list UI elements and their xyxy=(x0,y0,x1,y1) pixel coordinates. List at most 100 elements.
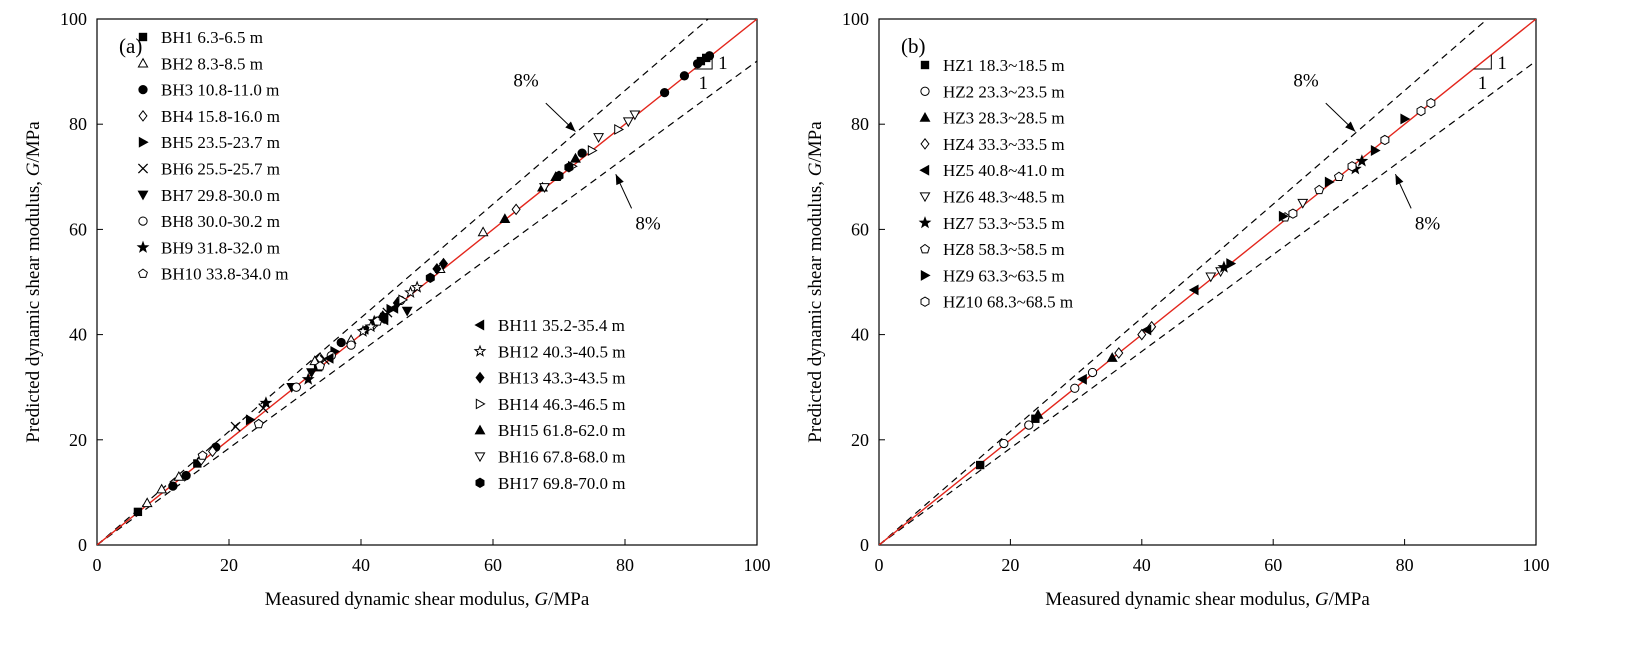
panel-a-point-bh17 xyxy=(425,272,435,283)
panel-a-legend-label-bh7: BH7 29.8-30.0 m xyxy=(161,186,280,205)
panel-a-point-bh8 xyxy=(291,382,301,392)
panel-b-slope-rise-label: 1 xyxy=(1497,53,1507,74)
panel-b-legend-marker-hz10 xyxy=(920,296,930,307)
panel-a-point-bh14 xyxy=(614,124,625,135)
panel-b-point-hz9 xyxy=(1226,258,1237,270)
panel-a-point-bh13 xyxy=(438,257,449,270)
panel-b-x-tick-label: 100 xyxy=(1523,555,1550,575)
panel-b-point-hz2 xyxy=(1070,383,1080,393)
panel-a-point-bh2 xyxy=(477,226,489,237)
panel-a-legend-marker-bh15 xyxy=(474,424,486,435)
panel-b-legend-label-hz9: HZ9 63.3~63.5 m xyxy=(943,266,1065,285)
panel-b-y-tick-label: 60 xyxy=(851,219,869,239)
panel-a-slope-rise-label: 1 xyxy=(718,53,728,74)
panel-a-point-bh3 xyxy=(336,337,346,348)
panel-b-legend-label-hz1: HZ1 18.3~18.5 m xyxy=(943,56,1065,75)
panel-b-lines xyxy=(879,19,1536,545)
panel-a-point-bh7 xyxy=(401,306,413,317)
panel-a-slope-run-label: 1 xyxy=(698,73,708,94)
panel-b-point-hz5 xyxy=(1141,324,1152,336)
panel-b-legend: HZ1 18.3~18.5 m HZ2 23.3~23.5 m HZ3 28.3~2… xyxy=(918,56,1073,312)
panel-a-point-bh3 xyxy=(704,51,715,61)
panel-a-annotation-label: 8% xyxy=(635,213,661,234)
panel-b-x-tick-label: 80 xyxy=(1396,555,1414,575)
panel-b-x-tick-label: 0 xyxy=(875,555,884,575)
panel-a-point-bh3 xyxy=(659,88,670,98)
panel-a-legend-label-bh9: BH9 31.8-32.0 m xyxy=(161,238,280,257)
panel-b-legend-label-hz8: HZ8 58.3~58.5 m xyxy=(943,240,1065,259)
panel-a-point-bh3 xyxy=(577,148,587,158)
panel-a: 0 20 40 60 80 100 0 20 40 60 80 100 Measured dynamic… xyxy=(23,9,771,610)
panel-a-point-bh10 xyxy=(315,360,326,371)
panel-b-point-hz9 xyxy=(1370,145,1381,156)
panel-b-x-tick-label: 40 xyxy=(1133,555,1151,575)
panel-b-point-hz10 xyxy=(1288,208,1298,219)
panel-b-y-tick-label: 100 xyxy=(842,9,869,29)
panel-a-legend-marker-bh12 xyxy=(473,344,487,357)
panel-a-legend-label-bh14: BH14 46.3-46.5 m xyxy=(498,395,626,414)
panel-b-point-hz4 xyxy=(1147,320,1157,333)
panel-a-legend-label-bh15: BH15 61.8-62.0 m xyxy=(498,421,626,440)
panel-a-slope-triangle xyxy=(694,54,713,70)
panel-b-annotation-label: 8% xyxy=(1293,70,1319,91)
panel-a-y-tick-label: 80 xyxy=(69,114,87,134)
panel-b-point-hz8 xyxy=(1333,171,1344,182)
panel-a-legend-marker-bh2 xyxy=(137,57,149,68)
panel-a-legend-marker-bh14 xyxy=(475,398,486,410)
panel-a-legend-marker-bh3 xyxy=(138,84,148,95)
panel-a-legend-marker-bh9 xyxy=(136,240,150,253)
panel-a-y-tick-label: 40 xyxy=(69,325,87,345)
panel-a-panel-label: (a) xyxy=(119,34,142,58)
panel-a-legend-marker-bh4 xyxy=(138,110,148,122)
panel-a-point-bh3 xyxy=(679,71,690,81)
panel-a-y-tick-label: 20 xyxy=(69,430,87,450)
panel-a-point-bh4 xyxy=(207,445,218,458)
panel-b-data-points xyxy=(975,97,1436,470)
panel-a-lower-bound-line xyxy=(97,60,757,545)
panel-b-y-tick-label: 80 xyxy=(851,114,869,134)
panel-b-point-hz9 xyxy=(1278,210,1289,222)
panel-b: 0 20 40 60 80 100 0 20 40 60 80 100 Measured dynamic… xyxy=(805,9,1550,610)
panel-a-legend-label-bh5: BH5 23.5-23.7 m xyxy=(161,133,280,152)
panel-b-point-hz10 xyxy=(1416,105,1426,117)
panel-a-point-bh14 xyxy=(398,294,409,306)
panel-a-legend: BH1 6.3-6.5 m BH2 8.3-8.5 m BH3 10.8-11.0 … xyxy=(136,28,626,493)
panel-a-point-bh16 xyxy=(629,110,641,121)
panel-a-x-tick-label: 40 xyxy=(352,555,370,575)
panel-a-legend-marker-bh1 xyxy=(138,32,148,42)
panel-a-legend-marker-bh7 xyxy=(137,190,149,201)
panel-b-legend-marker-hz9 xyxy=(920,269,931,281)
panel-b-legend-marker-hz2 xyxy=(920,86,930,96)
panel-a-point-bh17 xyxy=(564,162,574,173)
panel-a-point-bh1 xyxy=(133,507,143,517)
panel-b-x-tick-label: 20 xyxy=(1001,555,1019,575)
panel-a-point-bh13 xyxy=(432,262,442,275)
panel-b-legend-label-hz5: HZ5 40.8~41.0 m xyxy=(943,161,1065,180)
panel-a-legend-label-bh6: BH6 25.5-25.7 m xyxy=(161,160,280,179)
panel-a-data-points xyxy=(133,51,715,517)
panel-a-point-bh16 xyxy=(593,133,605,143)
panel-a-lines xyxy=(97,19,757,545)
panel-b-point-hz7 xyxy=(1355,154,1369,167)
panel-a-point-bh9 xyxy=(259,396,273,409)
panel-b-legend-label-hz6: HZ6 48.3~48.5 m xyxy=(943,188,1065,207)
panel-a-y-axis-title: Predicted dynamic shear modulus, G/MPa xyxy=(23,121,44,443)
panel-a-point-bh8 xyxy=(346,340,356,350)
panel-b-legend-label-hz7: HZ7 53.3~53.5 m xyxy=(943,214,1065,233)
panel-b-legend-label-hz3: HZ3 28.3~28.5 m xyxy=(943,109,1065,128)
panel-a-point-bh15 xyxy=(499,213,511,224)
panel-b-x-tick-label: 60 xyxy=(1264,555,1282,575)
panel-b-point-hz3 xyxy=(1106,352,1118,362)
panel-a-point-bh3 xyxy=(692,59,703,69)
panel-a-legend-marker-bh6 xyxy=(137,163,149,174)
panel-b-y-tick-label: 20 xyxy=(851,430,869,450)
panel-a-point-bh12 xyxy=(356,324,370,337)
panel-b-legend-label-hz4: HZ4 33.3~33.5 m xyxy=(943,135,1065,154)
panel-a-point-bh5 xyxy=(245,414,256,426)
panel-a-point-bh3 xyxy=(168,481,178,491)
panel-a-legend-label-bh16: BH16 67.8-68.0 m xyxy=(498,448,626,467)
panel-b-plot-frame xyxy=(878,18,1537,546)
panel-b-legend-label-hz2: HZ2 23.3~23.5 m xyxy=(943,82,1065,101)
panel-b-legend-label-hz10: HZ10 68.3~68.5 m xyxy=(943,293,1073,312)
